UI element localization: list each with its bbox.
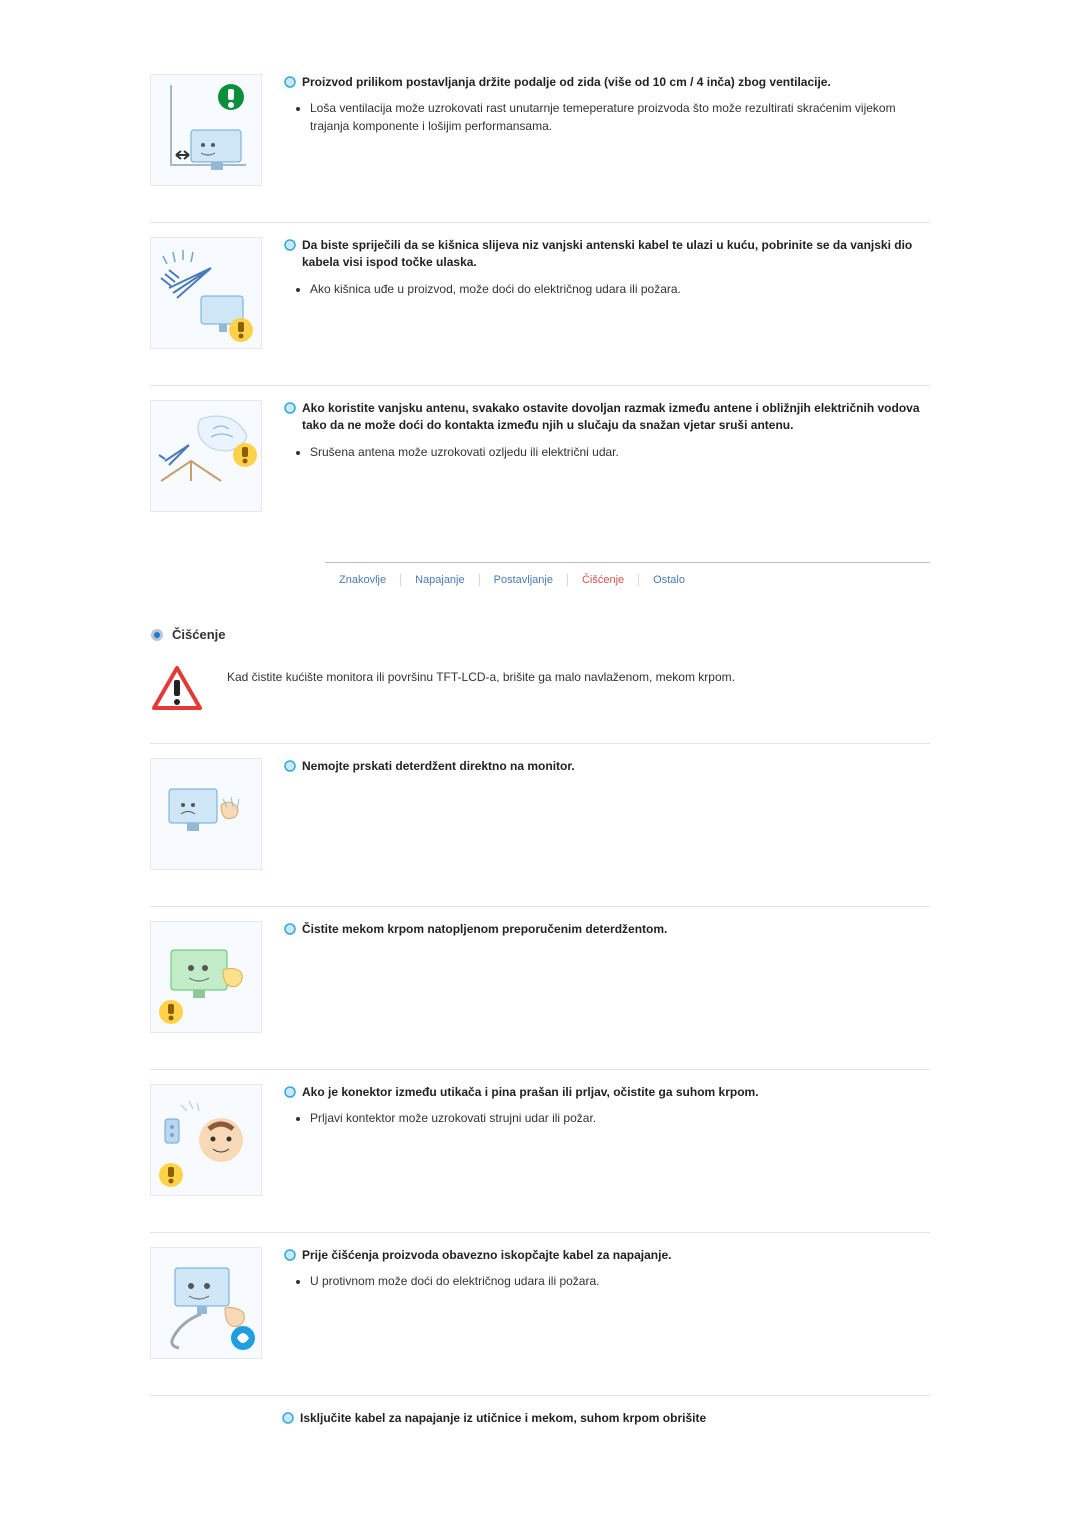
nav-item-znakovlje[interactable]: Znakovlje: [325, 574, 401, 586]
bullet-icon: [284, 402, 296, 414]
headline-text: Prije čišćenja proizvoda obavezno iskopč…: [302, 1247, 671, 1264]
clean-headline: Prije čišćenja proizvoda obavezno iskopč…: [284, 1247, 930, 1264]
clean-row: Čistite mekom krpom natopljenom preporuč…: [150, 907, 930, 1063]
safety-row: Ako koristite vanjsku antenu, svakako os…: [150, 386, 930, 542]
intro-text: Kad čistite kućište monitora ili površin…: [227, 662, 930, 717]
section-bullet-icon: [150, 628, 164, 642]
clean-row: Isključite kabel za napajanje iz utičnic…: [150, 1396, 930, 1427]
clean-content: Isključite kabel za napajanje iz utičnic…: [282, 1410, 930, 1427]
sub-list: Prljavi kontektor može uzrokovati strujn…: [310, 1109, 930, 1127]
clean-headline: Čistite mekom krpom natopljenom preporuč…: [284, 921, 930, 938]
section-title-text: Čišćenje: [172, 627, 225, 642]
bullet-icon: [284, 760, 296, 772]
nav-bar: Znakovlje Napajanje Postavljanje Čišćenj…: [325, 562, 930, 597]
clean-row: Ako je konektor između utikača i pina pr…: [150, 1070, 930, 1226]
clean-headline: Nemojte prskati deterdžent direktno na m…: [284, 758, 930, 775]
sub-list: Ako kišnica uđe u proizvod, može doći do…: [310, 280, 930, 298]
clean-headline: Ako je konektor između utikača i pina pr…: [284, 1084, 930, 1101]
headline-text: Proizvod prilikom postavljanja držite po…: [302, 74, 831, 91]
nav-item-napajanje[interactable]: Napajanje: [401, 574, 480, 586]
bullet-icon: [284, 1249, 296, 1261]
safety-content: Ako koristite vanjsku antenu, svakako os…: [284, 400, 930, 512]
top-list: Proizvod prilikom postavljanja držite po…: [150, 60, 930, 542]
nav-item-ciscenje[interactable]: Čišćenje: [568, 574, 639, 586]
illustration-antenna-cable: [150, 237, 262, 349]
clean-content: Prije čišćenja proizvoda obavezno iskopč…: [284, 1247, 930, 1359]
sub-item: U protivnom može doći do električnog uda…: [310, 1272, 930, 1290]
sub-list: Loša ventilacija može uzrokovati rast un…: [310, 99, 930, 135]
clean-content: Nemojte prskati deterdžent direktno na m…: [284, 758, 930, 870]
sub-item: Srušena antena može uzrokovati ozljedu i…: [310, 443, 930, 461]
nav-item-postavljanje[interactable]: Postavljanje: [480, 574, 568, 586]
nav-item-ostalo[interactable]: Ostalo: [639, 574, 699, 586]
safety-content: Proizvod prilikom postavljanja držite po…: [284, 74, 930, 186]
safety-row: Proizvod prilikom postavljanja držite po…: [150, 60, 930, 216]
safety-row: Da biste spriječili da se kišnica slijev…: [150, 223, 930, 379]
bullet-icon: [284, 76, 296, 88]
headline-text: Ako je konektor između utikača i pina pr…: [302, 1084, 759, 1101]
sub-item: Loša ventilacija može uzrokovati rast un…: [310, 99, 930, 135]
illustration-no-spray: [150, 758, 262, 870]
headline-text: Čistite mekom krpom natopljenom preporuč…: [302, 921, 667, 938]
illustration-unplug: [150, 1247, 262, 1359]
headline-text: Isključite kabel za napajanje iz utičnic…: [300, 1410, 706, 1427]
clean-content: Ako je konektor između utikača i pina pr…: [284, 1084, 930, 1196]
sub-item: Prljavi kontektor može uzrokovati strujn…: [310, 1109, 930, 1127]
illustration-ventilation: [150, 74, 262, 186]
clean-row: Prije čišćenja proizvoda obavezno iskopč…: [150, 1233, 930, 1389]
bullet-icon: [282, 1412, 294, 1424]
illustration-antenna-wind: [150, 400, 262, 512]
clean-row: Nemojte prskati deterdžent direktno na m…: [150, 744, 930, 900]
section-title-row: Čišćenje: [150, 627, 930, 642]
safety-content: Da biste spriječili da se kišnica slijev…: [284, 237, 930, 349]
safety-headline: Proizvod prilikom postavljanja držite po…: [284, 74, 930, 91]
headline-text: Da biste spriječili da se kišnica slijev…: [302, 237, 930, 272]
illustration-wipe-cloth: [150, 921, 262, 1033]
bullet-icon: [284, 1086, 296, 1098]
headline-text: Ako koristite vanjsku antenu, svakako os…: [302, 400, 930, 435]
sub-list: U protivnom može doći do električnog uda…: [310, 1272, 930, 1290]
safety-headline: Da biste spriječili da se kišnica slijev…: [284, 237, 930, 272]
clean-headline: Isključite kabel za napajanje iz utičnic…: [282, 1410, 930, 1427]
safety-headline: Ako koristite vanjsku antenu, svakako os…: [284, 400, 930, 435]
intro-row: Kad čistite kućište monitora ili površin…: [150, 652, 930, 737]
bullet-icon: [284, 239, 296, 251]
sub-item: Ako kišnica uđe u proizvod, može doći do…: [310, 280, 930, 298]
sub-list: Srušena antena može uzrokovati ozljedu i…: [310, 443, 930, 461]
page: Proizvod prilikom postavljanja držite po…: [150, 60, 930, 1427]
clean-content: Čistite mekom krpom natopljenom preporuč…: [284, 921, 930, 1033]
bullet-icon: [284, 923, 296, 935]
illustration-connector-dust: [150, 1084, 262, 1196]
headline-text: Nemojte prskati deterdžent direktno na m…: [302, 758, 575, 775]
warning-triangle-icon: [150, 662, 205, 717]
